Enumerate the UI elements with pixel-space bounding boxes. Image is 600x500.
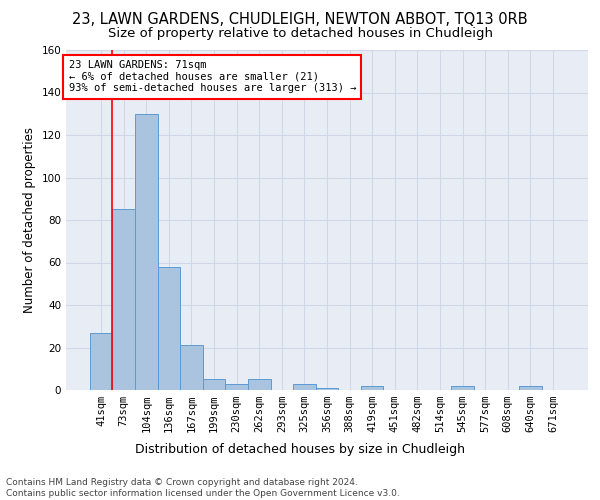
Bar (135, 114, 158, 390)
Bar (316, 388, 338, 390)
Text: Contains HM Land Registry data © Crown copyright and database right 2024.
Contai: Contains HM Land Registry data © Crown c… (6, 478, 400, 498)
Bar (158, 267, 180, 390)
Bar (180, 346, 203, 390)
Bar (203, 380, 226, 390)
Bar (451, 386, 474, 390)
Bar (293, 384, 316, 390)
Text: Distribution of detached houses by size in Chudleigh: Distribution of detached houses by size … (135, 442, 465, 456)
Text: 23 LAWN GARDENS: 71sqm
← 6% of detached houses are smaller (21)
93% of semi-deta: 23 LAWN GARDENS: 71sqm ← 6% of detached … (68, 60, 356, 94)
Bar (112, 210, 135, 390)
Bar (226, 384, 248, 390)
Bar (519, 386, 542, 390)
Y-axis label: Number of detached properties: Number of detached properties (23, 127, 36, 313)
Bar (361, 386, 383, 390)
Text: 23, LAWN GARDENS, CHUDLEIGH, NEWTON ABBOT, TQ13 0RB: 23, LAWN GARDENS, CHUDLEIGH, NEWTON ABBO… (72, 12, 528, 28)
Text: Size of property relative to detached houses in Chudleigh: Size of property relative to detached ho… (107, 28, 493, 40)
Bar (90, 332, 112, 390)
Bar (248, 380, 271, 390)
